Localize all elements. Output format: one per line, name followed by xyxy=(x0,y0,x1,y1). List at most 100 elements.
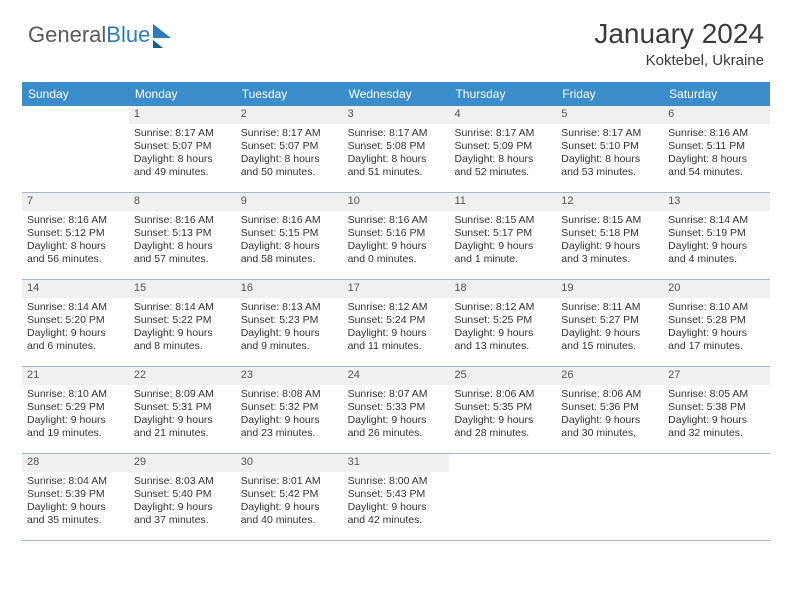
day-cell: 31Sunrise: 8:00 AMSunset: 5:43 PMDayligh… xyxy=(343,454,450,540)
day-cell: . xyxy=(556,454,663,540)
daylight-text: Daylight: 9 hours and 42 minutes. xyxy=(348,501,445,527)
day-number: 17 xyxy=(343,280,450,298)
sunset-text: Sunset: 5:28 PM xyxy=(668,314,765,327)
day-body: Sunrise: 8:05 AMSunset: 5:38 PMDaylight:… xyxy=(663,385,770,445)
dayhead-friday: Friday xyxy=(556,82,663,106)
daylight-text: Daylight: 8 hours and 54 minutes. xyxy=(668,153,765,179)
sunrise-text: Sunrise: 8:04 AM xyxy=(27,475,124,488)
day-body: Sunrise: 8:14 AMSunset: 5:22 PMDaylight:… xyxy=(129,298,236,358)
week-row: 14Sunrise: 8:14 AMSunset: 5:20 PMDayligh… xyxy=(22,280,770,367)
day-cell: 29Sunrise: 8:03 AMSunset: 5:40 PMDayligh… xyxy=(129,454,236,540)
sunrise-text: Sunrise: 8:15 AM xyxy=(561,214,658,227)
day-cell: 16Sunrise: 8:13 AMSunset: 5:23 PMDayligh… xyxy=(236,280,343,366)
logo-text-general: General xyxy=(28,22,106,48)
day-body: Sunrise: 8:13 AMSunset: 5:23 PMDaylight:… xyxy=(236,298,343,358)
day-body: Sunrise: 8:00 AMSunset: 5:43 PMDaylight:… xyxy=(343,472,450,532)
sunset-text: Sunset: 5:15 PM xyxy=(241,227,338,240)
day-cell: 10Sunrise: 8:16 AMSunset: 5:16 PMDayligh… xyxy=(343,193,450,279)
sunrise-text: Sunrise: 8:03 AM xyxy=(134,475,231,488)
sunset-text: Sunset: 5:17 PM xyxy=(454,227,551,240)
sunrise-text: Sunrise: 8:11 AM xyxy=(561,301,658,314)
daylight-text: Daylight: 8 hours and 52 minutes. xyxy=(454,153,551,179)
sunset-text: Sunset: 5:27 PM xyxy=(561,314,658,327)
calendar: Sunday Monday Tuesday Wednesday Thursday… xyxy=(22,82,770,541)
day-number: 18 xyxy=(449,280,556,298)
daylight-text: Daylight: 9 hours and 40 minutes. xyxy=(241,501,338,527)
sunrise-text: Sunrise: 8:17 AM xyxy=(134,127,231,140)
day-body: Sunrise: 8:17 AMSunset: 5:07 PMDaylight:… xyxy=(129,124,236,184)
sunrise-text: Sunrise: 8:08 AM xyxy=(241,388,338,401)
sunrise-text: Sunrise: 8:10 AM xyxy=(668,301,765,314)
sunrise-text: Sunrise: 8:05 AM xyxy=(668,388,765,401)
sunrise-text: Sunrise: 8:17 AM xyxy=(348,127,445,140)
sunset-text: Sunset: 5:38 PM xyxy=(668,401,765,414)
sunset-text: Sunset: 5:39 PM xyxy=(27,488,124,501)
sunrise-text: Sunrise: 8:16 AM xyxy=(348,214,445,227)
sunrise-text: Sunrise: 8:17 AM xyxy=(241,127,338,140)
day-body: Sunrise: 8:17 AMSunset: 5:09 PMDaylight:… xyxy=(449,124,556,184)
sunset-text: Sunset: 5:13 PM xyxy=(134,227,231,240)
day-cell: 1Sunrise: 8:17 AMSunset: 5:07 PMDaylight… xyxy=(129,106,236,192)
sunset-text: Sunset: 5:23 PM xyxy=(241,314,338,327)
day-cell: 20Sunrise: 8:10 AMSunset: 5:28 PMDayligh… xyxy=(663,280,770,366)
day-body: Sunrise: 8:03 AMSunset: 5:40 PMDaylight:… xyxy=(129,472,236,532)
day-number: 13 xyxy=(663,193,770,211)
day-number: 23 xyxy=(236,367,343,385)
week-row: 21Sunrise: 8:10 AMSunset: 5:29 PMDayligh… xyxy=(22,367,770,454)
day-body: Sunrise: 8:14 AMSunset: 5:20 PMDaylight:… xyxy=(22,298,129,358)
day-body: Sunrise: 8:06 AMSunset: 5:36 PMDaylight:… xyxy=(556,385,663,445)
sunrise-text: Sunrise: 8:15 AM xyxy=(454,214,551,227)
daylight-text: Daylight: 8 hours and 53 minutes. xyxy=(561,153,658,179)
day-cell: . xyxy=(663,454,770,540)
sunset-text: Sunset: 5:35 PM xyxy=(454,401,551,414)
daylight-text: Daylight: 9 hours and 0 minutes. xyxy=(348,240,445,266)
sunset-text: Sunset: 5:18 PM xyxy=(561,227,658,240)
day-body: Sunrise: 8:16 AMSunset: 5:12 PMDaylight:… xyxy=(22,211,129,271)
day-number: 4 xyxy=(449,106,556,124)
sunset-text: Sunset: 5:32 PM xyxy=(241,401,338,414)
sunrise-text: Sunrise: 8:12 AM xyxy=(454,301,551,314)
day-cell: 2Sunrise: 8:17 AMSunset: 5:07 PMDaylight… xyxy=(236,106,343,192)
daylight-text: Daylight: 9 hours and 23 minutes. xyxy=(241,414,338,440)
dayhead-wednesday: Wednesday xyxy=(343,82,450,106)
sunrise-text: Sunrise: 8:12 AM xyxy=(348,301,445,314)
day-cell: 11Sunrise: 8:15 AMSunset: 5:17 PMDayligh… xyxy=(449,193,556,279)
daylight-text: Daylight: 9 hours and 26 minutes. xyxy=(348,414,445,440)
day-number: 16 xyxy=(236,280,343,298)
day-body: Sunrise: 8:12 AMSunset: 5:25 PMDaylight:… xyxy=(449,298,556,358)
sunrise-text: Sunrise: 8:16 AM xyxy=(668,127,765,140)
daylight-text: Daylight: 9 hours and 11 minutes. xyxy=(348,327,445,353)
daylight-text: Daylight: 9 hours and 4 minutes. xyxy=(668,240,765,266)
day-number: 10 xyxy=(343,193,450,211)
sunrise-text: Sunrise: 8:09 AM xyxy=(134,388,231,401)
daylight-text: Daylight: 9 hours and 6 minutes. xyxy=(27,327,124,353)
day-cell: 4Sunrise: 8:17 AMSunset: 5:09 PMDaylight… xyxy=(449,106,556,192)
day-body: Sunrise: 8:16 AMSunset: 5:13 PMDaylight:… xyxy=(129,211,236,271)
day-number: 26 xyxy=(556,367,663,385)
month-title: January 2024 xyxy=(594,18,764,50)
sunset-text: Sunset: 5:10 PM xyxy=(561,140,658,153)
day-number: 27 xyxy=(663,367,770,385)
dayhead-sunday: Sunday xyxy=(22,82,129,106)
day-cell: 7Sunrise: 8:16 AMSunset: 5:12 PMDaylight… xyxy=(22,193,129,279)
daylight-text: Daylight: 9 hours and 8 minutes. xyxy=(134,327,231,353)
day-number: 25 xyxy=(449,367,556,385)
sunrise-text: Sunrise: 8:10 AM xyxy=(27,388,124,401)
daylight-text: Daylight: 9 hours and 37 minutes. xyxy=(134,501,231,527)
sunrise-text: Sunrise: 8:14 AM xyxy=(668,214,765,227)
day-number: 14 xyxy=(22,280,129,298)
sunrise-text: Sunrise: 8:14 AM xyxy=(134,301,231,314)
sunrise-text: Sunrise: 8:16 AM xyxy=(241,214,338,227)
day-number: 7 xyxy=(22,193,129,211)
day-body: Sunrise: 8:06 AMSunset: 5:35 PMDaylight:… xyxy=(449,385,556,445)
day-body: Sunrise: 8:16 AMSunset: 5:16 PMDaylight:… xyxy=(343,211,450,271)
day-cell: 30Sunrise: 8:01 AMSunset: 5:42 PMDayligh… xyxy=(236,454,343,540)
day-number: 2 xyxy=(236,106,343,124)
day-number: 19 xyxy=(556,280,663,298)
sunset-text: Sunset: 5:43 PM xyxy=(348,488,445,501)
sunrise-text: Sunrise: 8:06 AM xyxy=(561,388,658,401)
day-number: 6 xyxy=(663,106,770,124)
dayhead-thursday: Thursday xyxy=(449,82,556,106)
sunset-text: Sunset: 5:42 PM xyxy=(241,488,338,501)
logo: GeneralBlue xyxy=(28,22,171,48)
